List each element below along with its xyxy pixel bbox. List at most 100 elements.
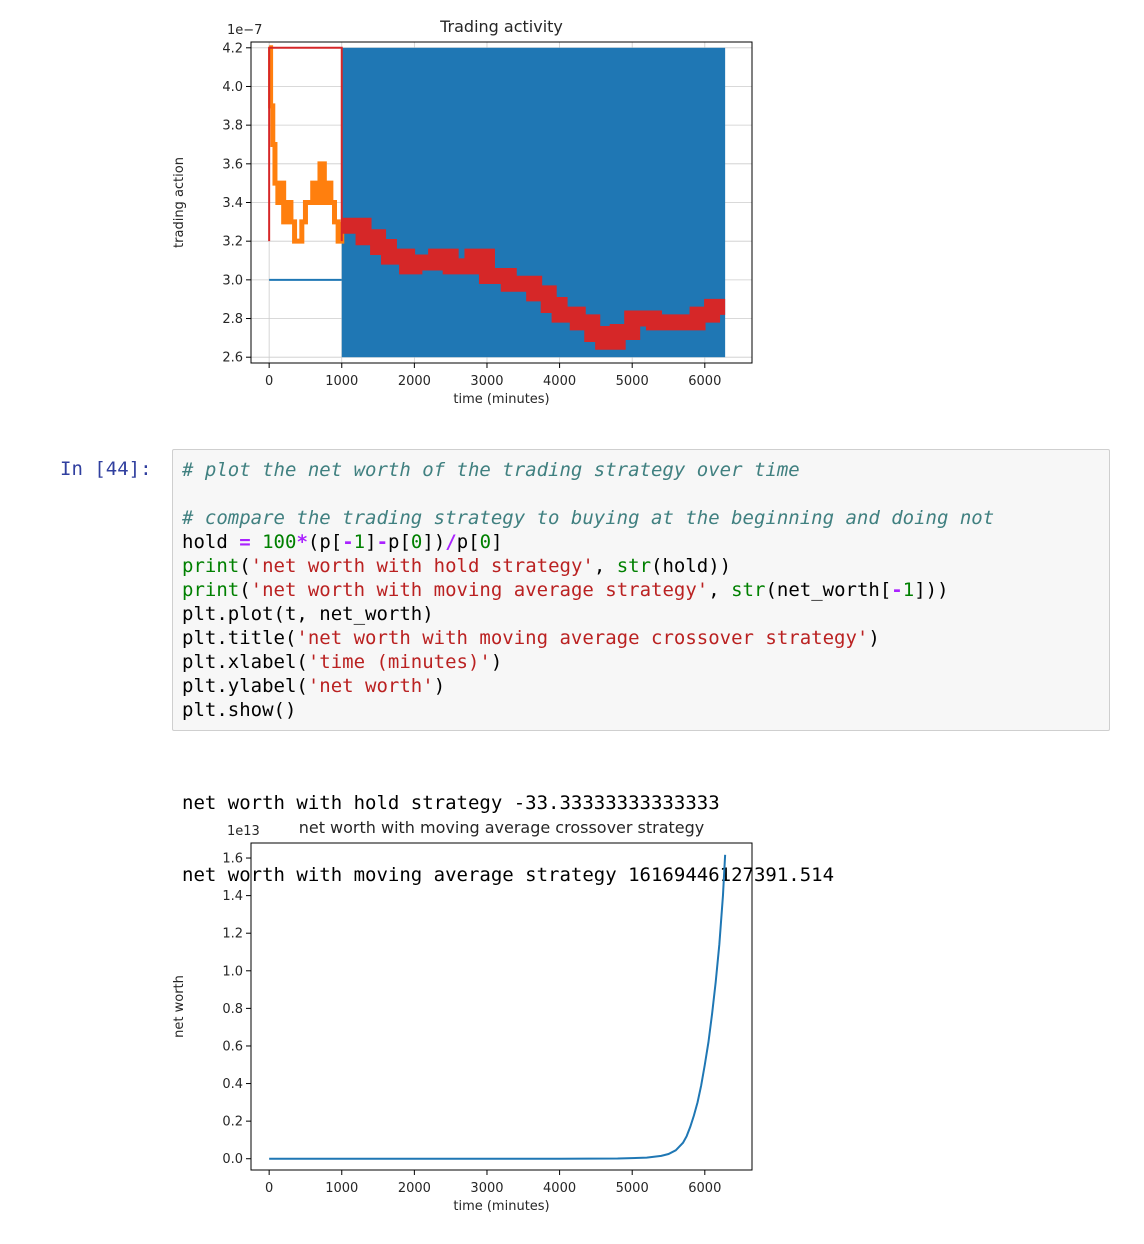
code-token: / <box>445 531 457 553</box>
cell-prompt: In [44]: <box>60 458 152 480</box>
code-token: plt.show() <box>182 699 297 721</box>
x-axis-label: time (minutes) <box>453 392 549 407</box>
code-token: ] <box>365 531 377 553</box>
output-line-hold: net worth with hold strategy -33.3333333… <box>182 792 720 814</box>
code-token: ] <box>491 531 503 553</box>
y-tick-label: 2.6 <box>222 351 243 366</box>
y-tick-label: 0.6 <box>222 1039 243 1054</box>
net-worth-chart: 0 1000 2000 3000 4000 5000 6000 0.0 0.2 0.4 0.6 0.8… <box>172 818 753 1214</box>
trading-activity-chart: 0 1000 2000 3000 4000 5000 6000 2.6 2.8 3.0 3.2 3.4… <box>172 17 753 407</box>
code-editor[interactable]: # plot the net worth of the trading stra… <box>173 450 1109 722</box>
code-token: 'net worth with moving average strategy' <box>250 579 709 601</box>
code-line: plt.ylabel('net worth') <box>182 674 1109 698</box>
code-token: 'time (minutes)' <box>307 651 491 673</box>
y-tick-label: 3.6 <box>222 157 243 172</box>
code-line: print('net worth with hold strategy', st… <box>182 554 1109 578</box>
code-token: 0 <box>410 531 423 553</box>
x-tick-label: 2000 <box>398 1181 431 1196</box>
y-axis-label: trading action <box>172 157 187 248</box>
code-token <box>251 531 262 553</box>
chart-title: net worth with moving average crossover … <box>299 818 705 837</box>
x-tick-label: 5000 <box>616 1181 649 1196</box>
code-token: str <box>616 555 652 577</box>
code-token: = <box>239 531 251 553</box>
series-2-line <box>268 45 345 244</box>
code-line: # plot the net worth of the trading stra… <box>182 458 1109 482</box>
x-tick-label: 0 <box>265 374 273 389</box>
data-series-group <box>269 854 727 1160</box>
output-line-moving-average: net worth with moving average strategy 1… <box>182 864 835 886</box>
code-token: # plot the net worth of the trading stra… <box>182 459 800 481</box>
cell-output: net worth with hold strategy -33.3333333… <box>182 743 834 911</box>
code-token: ]) <box>422 531 446 553</box>
code-token: 1 <box>353 531 366 553</box>
code-line: # compare the trading strategy to buying… <box>182 506 1109 530</box>
y-tick-label: 3.0 <box>222 273 243 288</box>
code-token: - <box>376 531 389 553</box>
data-series-group <box>268 45 726 358</box>
code-token: 'net worth with moving average crossover… <box>296 627 869 649</box>
code-line: hold = 100*(p[-1]-p[0])/p[0] <box>182 530 1109 554</box>
code-token: 100 <box>262 531 297 553</box>
y-tick-label: 2.8 <box>222 312 243 327</box>
code-token: str <box>731 579 766 601</box>
code-token: # compare the trading strategy to buying… <box>182 507 995 529</box>
code-token: , <box>593 555 617 577</box>
plot-frame <box>250 842 753 1171</box>
code-line: plt.xlabel('time (minutes)') <box>182 650 1109 674</box>
axis-offset-label: 1e13 <box>227 824 260 839</box>
code-line: plt.title('net worth with moving average… <box>182 626 1109 650</box>
code-token: print <box>182 555 240 577</box>
code-token: ( <box>239 555 251 577</box>
y-tick-label: 1.2 <box>222 927 243 942</box>
series-0-line <box>269 854 727 1160</box>
net-worth-plot: 0 1000 2000 3000 4000 5000 6000 0.0 0.2 0.4 0.6 0.8… <box>0 808 1144 1244</box>
code-token: ])) <box>914 579 949 601</box>
x-tick-label: 0 <box>265 1181 273 1196</box>
y-tick-label: 4.0 <box>222 80 243 95</box>
code-token: (p[ <box>307 531 343 553</box>
code-token: plt.xlabel( <box>182 651 308 673</box>
code-line <box>182 482 1109 506</box>
code-token: 'net worth' <box>307 675 434 697</box>
y-tick-label: 1.0 <box>222 964 243 979</box>
code-token: * <box>296 531 308 553</box>
x-axis-label: time (minutes) <box>453 1199 549 1214</box>
y-tick-label: 0.0 <box>222 1152 243 1167</box>
code-token: p[ <box>388 531 411 553</box>
chart-title: Trading activity <box>439 17 563 36</box>
y-tick-label: 1.6 <box>222 852 243 867</box>
y-tick-label: 4.2 <box>222 41 243 56</box>
trading-activity-plot: 0 1000 2000 3000 4000 5000 6000 2.6 2.8 3.0 3.2 3.4… <box>0 0 1144 420</box>
y-tick-label: 0.8 <box>222 1002 243 1017</box>
code-token: ) <box>490 651 503 673</box>
code-token: plt.title( <box>182 627 297 649</box>
series-1-band <box>341 47 726 358</box>
code-token: , <box>708 579 732 601</box>
code-token: ) <box>868 627 880 649</box>
y-axis-label: net worth <box>172 975 187 1038</box>
code-token: (net_worth[ <box>765 579 892 601</box>
code-token: hold <box>182 531 240 553</box>
code-token: ) <box>433 675 446 697</box>
code-token: ( <box>239 579 251 601</box>
series-4-line <box>341 217 726 350</box>
y-tick-label: 1.4 <box>222 889 243 904</box>
code-token: plt.plot(t, net_worth) <box>182 603 434 625</box>
axis-offset-label: 1e−7 <box>227 23 262 38</box>
x-tick-label: 6000 <box>688 1181 721 1196</box>
code-token: p[ <box>456 531 480 553</box>
code-cell-input[interactable]: # plot the net worth of the trading stra… <box>172 449 1110 731</box>
y-tick-label: 3.8 <box>222 119 243 134</box>
y-tick-label: 0.4 <box>222 1077 243 1092</box>
code-token: 1 <box>902 579 915 601</box>
x-tick-label: 3000 <box>470 1181 503 1196</box>
series-3-line <box>268 46 343 242</box>
x-tick-label: 1000 <box>325 374 358 389</box>
x-tick-label: 6000 <box>688 374 721 389</box>
y-tick-label: 0.2 <box>222 1115 243 1130</box>
y-tick-label: 3.2 <box>222 235 243 250</box>
x-tick-label: 4000 <box>543 374 576 389</box>
x-tick-label: 3000 <box>470 374 503 389</box>
code-token: - <box>342 531 354 553</box>
